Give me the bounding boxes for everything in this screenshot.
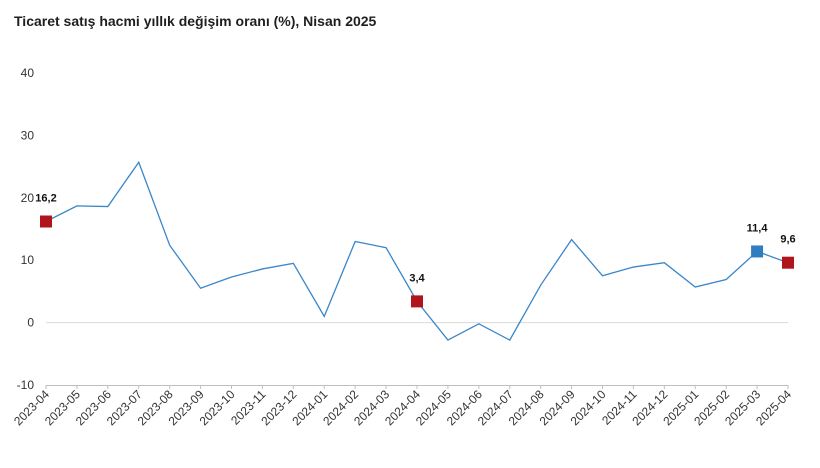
y-tick-label: 10 [21,253,35,267]
data-label: 9,6 [780,234,795,246]
y-tick-label: -10 [17,378,35,392]
data-point-marker [782,256,794,269]
data-label: 3,4 [409,272,425,284]
data-label: 16,2 [35,193,56,205]
data-point-marker [411,295,423,308]
series-line [45,160,789,341]
y-tick-label: 0 [27,316,34,330]
data-point-marker [751,245,764,258]
y-tick-label: 20 [21,191,35,205]
chart-title: Ticaret satış hacmi yıllık değişim oranı… [14,13,377,29]
data-point-marker [40,215,52,228]
y-tick-label: 30 [21,128,35,142]
data-label: 11,4 [747,222,769,234]
y-tick-label: 40 [21,66,35,80]
